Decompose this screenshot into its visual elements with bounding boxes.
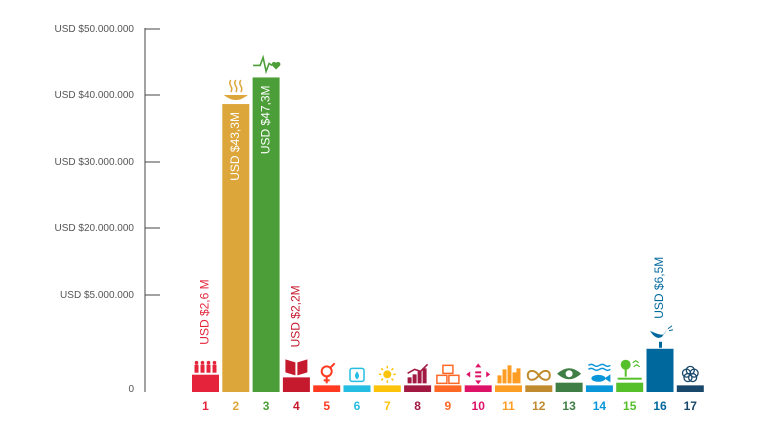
book-icon [285,359,308,376]
sun-icon [378,365,396,383]
bar-sdg-12 [525,385,553,392]
data-label-sdg-1: USD $2,6 M [198,279,212,344]
x-tick-label-2: 2 [232,399,239,413]
data-label-sdg-4: USD $2,2M [289,285,303,347]
x-tick-label-6: 6 [354,399,361,413]
data-labels-group: USD $2,6 M USD $43,3M USD $47,3M USD $2,2M U… [198,85,667,347]
bars-group [192,77,704,393]
x-tick-label-1: 1 [202,399,209,413]
x-tick-label-7: 7 [384,399,391,413]
x-tick-label-13: 13 [562,399,576,413]
y-tick-5m: USD $5.000.000 [60,290,160,301]
people-icon [194,360,217,373]
cubes-icon [436,364,460,385]
x-tick-label-16: 16 [653,399,667,413]
bar-sdg-1 [192,374,219,392]
bowl-icon [223,79,248,101]
city-icon [497,365,521,384]
x-tick-label-3: 3 [263,399,270,413]
bar-sdg-8 [404,385,432,392]
heartbeat-icon [253,54,281,75]
x-tick-label-12: 12 [532,399,546,413]
x-tick-label-14: 14 [593,399,607,413]
data-label-sdg-2: USD $43,3M [228,112,242,181]
fish-icon [588,363,611,383]
x-tick-label-10: 10 [472,399,486,413]
y-tick-40m: USD $40.000.000 [54,90,160,101]
y-tick-20m: USD $20.000.000 [54,223,160,234]
x-tick-label-4: 4 [293,399,300,413]
x-tick-label-11: 11 [502,399,515,413]
bar-sdg-14 [585,385,613,392]
bar-sdg-13 [555,382,583,392]
x-tick-label-9: 9 [445,399,452,413]
bar-sdg-6 [343,385,371,392]
bar-sdg-15 [616,382,644,392]
y-tick-label-0: 0 [128,384,134,395]
category-labels-group: 1 2 3 4 5 6 7 8 9 10 11 12 13 14 15 16 17 [202,399,697,413]
bar-sdg-5 [313,385,341,392]
flower-icon [681,365,699,383]
dove-icon [650,325,674,348]
x-tick-label-15: 15 [623,399,637,413]
equality-arrows-icon [466,363,491,385]
bar-sdg-16 [646,348,674,392]
gender-icon [320,362,336,384]
bar-sdg-3 [252,77,280,392]
bar-sdg-9 [434,385,462,392]
infinity-icon [526,369,551,381]
x-tick-label-17: 17 [684,399,698,413]
water-drop-icon [349,367,365,383]
eye-globe-icon [557,368,582,380]
y-tick-label-5m: USD $5.000.000 [60,290,134,301]
bar-sdg-4 [282,377,310,392]
bar-sdg-11 [495,385,522,392]
bar-sdg-10 [464,385,492,392]
growth-chart-icon [407,363,429,384]
bar-sdg-7 [373,385,401,392]
y-tick-label-50m: USD $50.000.000 [54,24,134,35]
y-tick-label-30m: USD $30.000.000 [54,157,134,168]
y-tick-50m: USD $50.000.000 [54,24,160,35]
bar-sdg-17 [676,385,704,392]
data-label-sdg-16: USD $6,5M [652,257,666,319]
sdg-icons-group [194,54,699,385]
x-tick-label-8: 8 [414,399,421,413]
tree-icon [617,359,642,380]
y-tick-0: 0 [128,384,134,395]
data-label-sdg-3: USD $47,3M [258,85,272,154]
bar-sdg-2 [222,104,250,393]
y-tick-label-40m: USD $40.000.000 [54,90,134,101]
x-tick-label-5: 5 [323,399,330,413]
y-tick-label-20m: USD $20.000.000 [54,223,134,234]
y-tick-30m: USD $30.000.000 [54,157,160,168]
